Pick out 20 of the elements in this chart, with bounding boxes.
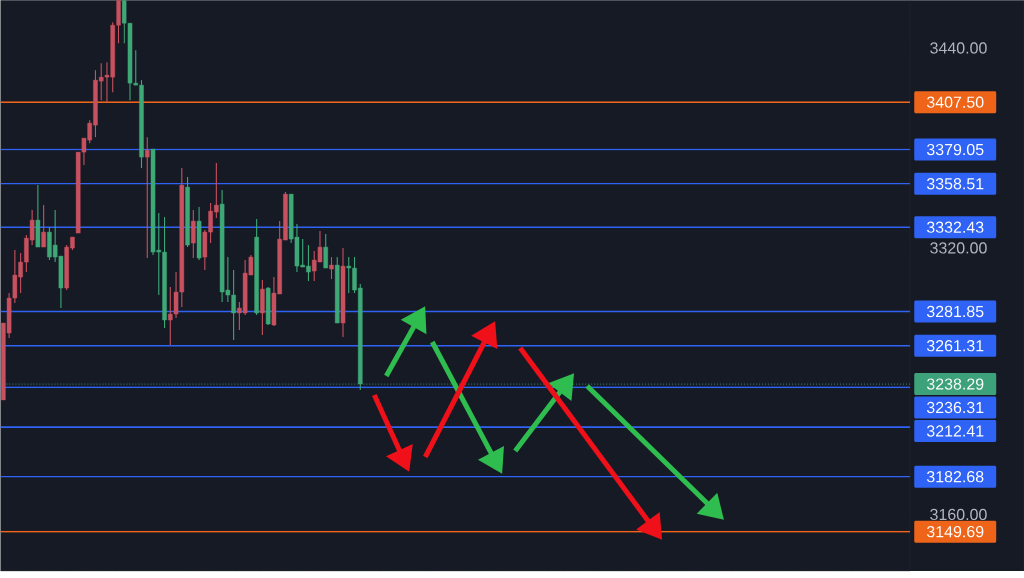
ref-line-label: 3332.43	[926, 221, 984, 233]
candlestick	[144, 136, 150, 259]
ref-line-label: 3182.68	[926, 471, 984, 483]
candlestick	[260, 279, 265, 336]
ref-line-label: 3238.29	[926, 378, 984, 390]
ref-line-label: 3261.31	[926, 340, 984, 352]
y-tick-label: 3320.00	[930, 242, 987, 254]
ref-line-label: 3407.50	[926, 96, 984, 108]
ref-line-label: 3212.41	[926, 425, 984, 437]
ref-line-label: 3236.31	[926, 401, 984, 414]
candlestick	[41, 204, 46, 248]
ref-line-label: 3358.51	[926, 178, 984, 190]
y-tick-label: 3160.00	[930, 508, 987, 521]
y-tick-label: 3440.00	[930, 42, 987, 54]
ref-line-label: 3149.69	[926, 526, 984, 538]
ref-line-label: 3379.05	[926, 143, 984, 156]
candlestick	[323, 233, 328, 269]
candlestick	[191, 209, 196, 259]
ref-line-label: 3281.85	[926, 305, 984, 318]
candlestick	[329, 256, 334, 280]
